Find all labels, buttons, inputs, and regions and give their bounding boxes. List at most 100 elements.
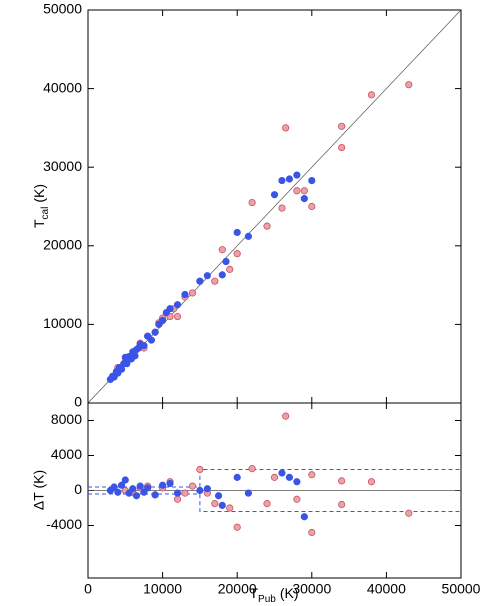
point xyxy=(196,277,204,285)
point xyxy=(293,495,301,503)
y-label-main: T xyxy=(31,219,47,228)
x-label-main: T xyxy=(249,585,258,601)
point xyxy=(405,509,413,517)
x-tick-label: 40000 xyxy=(367,581,406,597)
point xyxy=(308,202,316,211)
point xyxy=(270,191,279,199)
point xyxy=(278,204,286,212)
point xyxy=(218,246,226,254)
point xyxy=(136,482,144,490)
point xyxy=(282,124,290,132)
point xyxy=(144,484,152,492)
point xyxy=(270,473,279,481)
point xyxy=(293,478,301,486)
point xyxy=(173,312,182,321)
point xyxy=(173,495,182,503)
point xyxy=(300,513,308,521)
y-tick-label: 40000 xyxy=(43,79,82,95)
point xyxy=(293,171,301,179)
point xyxy=(338,122,346,130)
point xyxy=(110,483,118,491)
x-tick-label: 0 xyxy=(84,581,92,597)
x-label-unit: (K) xyxy=(280,585,299,601)
point xyxy=(211,500,219,508)
point xyxy=(338,143,346,152)
point xyxy=(121,476,129,484)
point xyxy=(300,187,308,195)
point xyxy=(181,290,189,299)
point xyxy=(282,412,290,420)
point xyxy=(226,504,234,512)
point xyxy=(367,478,376,486)
x-label-sub: Pub xyxy=(258,594,276,605)
y-tick-label: -4000 xyxy=(46,516,82,532)
y-tick-label: 20000 xyxy=(43,237,82,253)
y-tick-label: 0 xyxy=(74,481,82,497)
point xyxy=(244,232,252,240)
point xyxy=(248,465,256,473)
point xyxy=(218,271,226,279)
point xyxy=(196,486,204,495)
point xyxy=(214,492,223,500)
point xyxy=(117,481,126,489)
point xyxy=(233,523,241,531)
point xyxy=(159,481,167,489)
y-axis-label: Tcal (K) xyxy=(31,184,51,228)
point xyxy=(151,328,159,336)
point xyxy=(211,277,219,285)
point xyxy=(233,473,241,481)
point xyxy=(173,489,182,497)
point xyxy=(278,176,286,185)
point xyxy=(300,195,308,203)
point xyxy=(147,336,156,344)
point xyxy=(293,187,301,195)
point xyxy=(203,272,211,280)
point xyxy=(263,500,271,508)
y-tick-label: 0 xyxy=(74,394,82,410)
y-tick-label: 50000 xyxy=(43,1,82,17)
y-tick-label: 4000 xyxy=(51,446,82,462)
point xyxy=(132,492,141,500)
y-label-unit: (K) xyxy=(31,184,47,203)
y-tick-label: 30000 xyxy=(43,158,82,174)
point xyxy=(166,479,174,488)
point xyxy=(263,222,271,230)
x-tick-label: 30000 xyxy=(292,581,331,597)
point xyxy=(226,265,234,273)
point xyxy=(367,91,376,99)
x-tick-label: 20000 xyxy=(218,581,257,597)
point xyxy=(114,488,122,496)
point xyxy=(166,305,174,313)
point xyxy=(222,257,230,266)
point xyxy=(244,489,252,497)
point xyxy=(188,482,197,490)
point xyxy=(188,289,197,297)
point xyxy=(405,81,413,89)
point xyxy=(129,485,137,493)
y-axis-label: ΔT (K) xyxy=(31,470,47,510)
point xyxy=(233,228,241,237)
y-tick-label: 8000 xyxy=(51,411,82,427)
y-label-sub: cal xyxy=(40,207,51,220)
dashed-band xyxy=(88,493,461,512)
point xyxy=(308,471,316,479)
point xyxy=(123,360,131,368)
point xyxy=(248,198,256,207)
point xyxy=(308,528,316,537)
point xyxy=(285,473,294,481)
point xyxy=(233,250,241,258)
point xyxy=(218,501,226,509)
point xyxy=(278,469,286,477)
x-axis-label: TPub (K) xyxy=(249,585,298,605)
point xyxy=(140,342,148,350)
point xyxy=(173,301,182,309)
point xyxy=(308,176,316,185)
point xyxy=(159,316,167,325)
point xyxy=(285,175,294,183)
point xyxy=(181,489,189,497)
x-tick-label: 50000 xyxy=(442,581,481,597)
y-tick-label: 10000 xyxy=(43,315,82,331)
dashed-band xyxy=(88,469,461,488)
point xyxy=(151,491,159,499)
